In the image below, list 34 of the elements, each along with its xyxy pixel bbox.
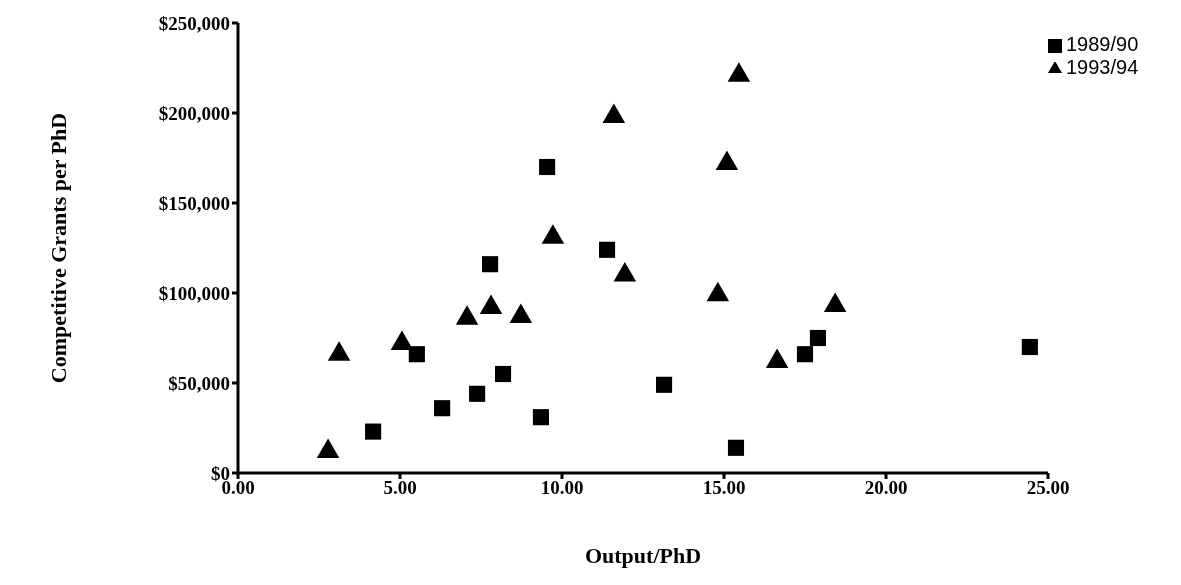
legend-label: 1989/90 [1066,33,1139,55]
point [469,385,486,402]
point [365,423,382,440]
x-tick-label: 5.00 [383,477,417,499]
point [532,409,549,426]
point [434,400,451,417]
x-tick-label: 20.00 [864,477,908,499]
point [809,329,827,347]
point [727,439,745,456]
y-tick-label: $150,000 [158,192,230,214]
point [408,346,425,363]
point [613,261,637,282]
x-tick-label: 15.00 [702,477,746,499]
y-axis-title: Competitive Grants per PhD [45,112,71,384]
y-tick-label: $200,000 [158,102,230,124]
point [823,292,847,313]
point [715,150,739,170]
point [656,376,673,393]
point [727,62,751,82]
point [541,224,565,244]
y-tick-label: $250,000 [158,12,230,34]
y-tick-label: $50,000 [168,372,230,394]
x-tick-label: 10.00 [540,477,584,499]
x-axis-title: Output/PhD [584,543,702,568]
legend-label: 1993/94 [1066,56,1139,78]
point [455,305,479,325]
point [602,103,626,124]
y-tick-label: $100,000 [158,282,230,304]
point [706,281,730,302]
point [598,241,616,258]
point [1021,338,1038,356]
point [796,346,814,363]
x-tick-label: 25.00 [1026,477,1070,499]
point [494,365,512,383]
